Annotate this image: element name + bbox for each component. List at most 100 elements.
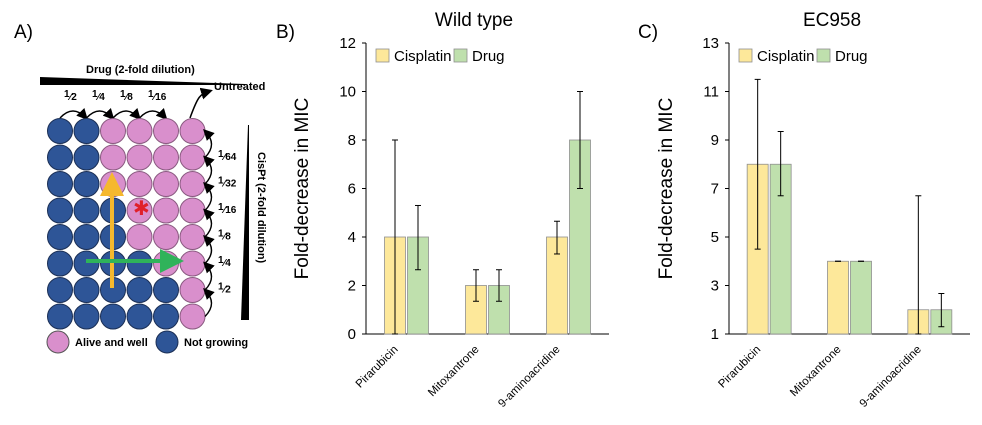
y-tick-label: 3 bbox=[711, 278, 719, 295]
y-tick-label: 1 bbox=[711, 326, 719, 343]
y-tick-label: 5 bbox=[711, 229, 719, 246]
column-dilution-arrow bbox=[59, 108, 88, 121]
x-tick-label: Mitoxantrone bbox=[426, 344, 481, 399]
legend-dead-swatch bbox=[155, 330, 179, 354]
x-tick-label: 9-aminoacridine bbox=[858, 344, 924, 410]
x-tick-label: Mitoxantrone bbox=[788, 344, 843, 399]
well-dead bbox=[153, 303, 179, 330]
row-dilution-arrow bbox=[203, 261, 215, 291]
cispt-dilution-label: CisPt (2-fold dilution) bbox=[255, 152, 267, 264]
well-alive bbox=[179, 171, 206, 197]
well-alive bbox=[179, 197, 206, 224]
legend-alive-swatch bbox=[46, 330, 70, 354]
y-tick-label: 10 bbox=[339, 84, 356, 101]
y-tick-label: 9 bbox=[711, 132, 719, 149]
well-dead bbox=[100, 303, 126, 330]
well-dead bbox=[73, 118, 100, 144]
untreated-label: Untreated bbox=[214, 81, 265, 93]
bar bbox=[827, 260, 849, 335]
legend-swatch bbox=[738, 48, 753, 63]
bar bbox=[850, 260, 872, 335]
well-alive bbox=[126, 144, 153, 171]
well-alive bbox=[126, 171, 153, 197]
column-fraction: 1⁄8 bbox=[120, 89, 133, 103]
x-tick-label: Pirarubicin bbox=[716, 344, 763, 391]
panel-b-label: B) bbox=[276, 22, 295, 43]
star-icon: ✱ bbox=[133, 196, 150, 220]
well-dead bbox=[126, 277, 153, 303]
well-alive bbox=[126, 197, 153, 224]
well-dead bbox=[47, 224, 73, 250]
y-tick-label: 2 bbox=[348, 278, 356, 295]
row-dilution-arrow bbox=[203, 288, 215, 317]
legend-label: Cisplatin bbox=[757, 48, 815, 65]
column-fraction: 1⁄4 bbox=[92, 89, 105, 103]
well-dead bbox=[47, 303, 73, 330]
column-fractions: 1⁄2 1⁄4 1⁄8 1⁄16 bbox=[59, 89, 168, 121]
cispt-gradient-wedge bbox=[241, 125, 249, 320]
well-dead bbox=[47, 250, 73, 277]
legend-alive-label: Alive and well bbox=[75, 337, 148, 349]
row-dilution-arrow bbox=[203, 155, 215, 185]
chart-wild-type: Wild type Fold-decrease in MIC 0 2 4 6 8 10 12 Pi… bbox=[292, 10, 609, 410]
y-tick-label: 13 bbox=[702, 35, 719, 52]
well-alive bbox=[179, 250, 206, 277]
column-fraction: 1⁄2 bbox=[64, 89, 77, 103]
well-dead bbox=[73, 171, 100, 197]
well-alive bbox=[100, 118, 126, 144]
well-alive bbox=[153, 144, 179, 171]
well-dead bbox=[73, 303, 100, 330]
well-dead bbox=[73, 277, 100, 303]
untreated-arrow bbox=[189, 87, 213, 119]
legend-label: Cisplatin bbox=[394, 48, 452, 65]
legend-label: Drug bbox=[472, 48, 505, 65]
row-fraction: 1⁄8 bbox=[218, 229, 231, 243]
y-axis-label: Fold-decrease in MIC bbox=[656, 98, 677, 280]
row-fraction: 1⁄2 bbox=[218, 282, 231, 296]
y-tick-label: 0 bbox=[348, 326, 356, 343]
well-alive bbox=[179, 277, 206, 303]
well-alive bbox=[126, 224, 153, 250]
row-dilution-arrow bbox=[203, 182, 215, 211]
column-dilution-arrow bbox=[138, 108, 168, 121]
row-dilution-arrow bbox=[203, 235, 215, 264]
well-dead bbox=[47, 144, 73, 171]
legend-dead-label: Not growing bbox=[184, 337, 248, 349]
well-alive bbox=[179, 144, 206, 171]
row-dilution-arrow bbox=[203, 129, 215, 158]
legend-swatch bbox=[816, 48, 831, 63]
well-alive bbox=[100, 144, 126, 171]
well-alive bbox=[153, 224, 179, 250]
well-alive bbox=[179, 224, 206, 250]
well-dead bbox=[73, 224, 100, 250]
well-alive bbox=[153, 118, 179, 144]
row-dilution-arrow bbox=[203, 208, 215, 238]
well-dead bbox=[126, 303, 153, 330]
legend-label: Drug bbox=[835, 48, 868, 65]
chart-title: EC958 bbox=[803, 10, 861, 31]
x-tick-label: Pirarubicin bbox=[354, 344, 401, 391]
well-alive bbox=[179, 118, 206, 144]
well-dead bbox=[47, 277, 73, 303]
well-alive bbox=[153, 197, 179, 224]
drug-gradient-wedge bbox=[40, 77, 245, 85]
y-tick-label: 7 bbox=[711, 181, 719, 198]
y-tick-label: 11 bbox=[703, 84, 719, 101]
panel-a: A) Drug (2-fold dilution) 1⁄2 1⁄4 1⁄8 1⁄16 … bbox=[14, 22, 267, 354]
row-fraction: 1⁄32 bbox=[218, 176, 237, 190]
row-fractions: 1⁄64 1⁄32 1⁄16 1⁄8 1⁄4 1⁄2 bbox=[203, 129, 237, 317]
column-dilution-arrow bbox=[85, 108, 115, 121]
well-dead bbox=[47, 171, 73, 197]
y-tick-label: 12 bbox=[339, 35, 356, 52]
well-dead bbox=[73, 250, 100, 277]
well-dead bbox=[47, 118, 73, 144]
well-dead bbox=[153, 277, 179, 303]
well-alive bbox=[153, 250, 179, 277]
legend-swatch bbox=[375, 48, 390, 63]
panel-c-label: C) bbox=[638, 22, 658, 43]
y-tick-label: 8 bbox=[348, 132, 356, 149]
well-plate bbox=[47, 118, 206, 330]
y-tick-label: 4 bbox=[348, 229, 356, 246]
